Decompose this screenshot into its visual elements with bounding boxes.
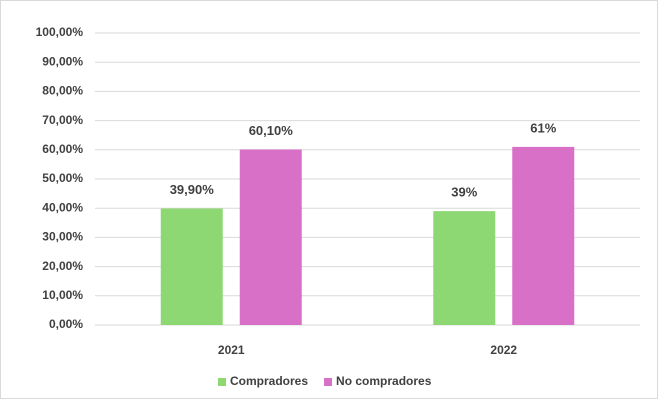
value-label: 60,10% [249, 123, 294, 138]
value-label: 61% [530, 120, 556, 135]
bar [433, 211, 496, 325]
y-tick-label: 0,00% [49, 317, 83, 331]
x-tick-label: 2022 [490, 343, 517, 357]
value-label: 39,90% [170, 182, 215, 197]
y-tick-label: 60,00% [42, 142, 83, 156]
y-tick-label: 90,00% [42, 54, 83, 68]
x-tick-label: 2021 [218, 343, 245, 357]
legend-label: No compradores [336, 374, 432, 388]
y-tick-label: 70,00% [42, 113, 83, 127]
y-tick-label: 10,00% [42, 288, 83, 302]
y-tick-label: 20,00% [42, 259, 83, 273]
legend-swatch [218, 378, 226, 386]
y-tick-label: 80,00% [42, 84, 83, 98]
value-label: 39% [451, 185, 477, 200]
y-tick-label: 50,00% [42, 171, 83, 185]
bar [512, 146, 575, 325]
y-tick-label: 30,00% [42, 230, 83, 244]
bar [239, 149, 302, 325]
y-tick-label: 100,00% [36, 25, 84, 39]
legend-label: Compradores [230, 374, 308, 388]
bar [160, 208, 223, 325]
y-tick-label: 40,00% [42, 200, 83, 214]
legend-swatch [324, 378, 333, 386]
